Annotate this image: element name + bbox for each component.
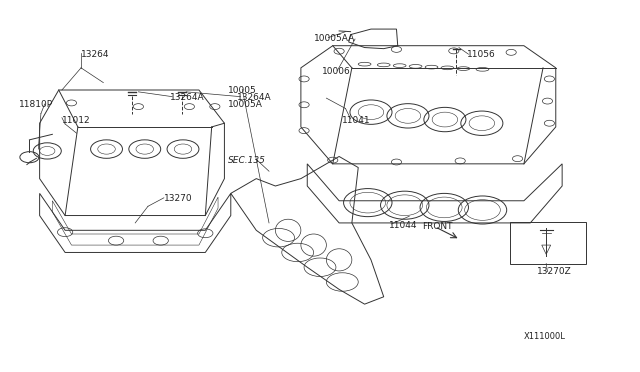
Text: 11044: 11044 bbox=[389, 221, 417, 230]
Text: 11012: 11012 bbox=[62, 116, 90, 125]
Text: FRONT: FRONT bbox=[422, 222, 452, 231]
Text: 11810P: 11810P bbox=[19, 100, 53, 109]
Text: 10005AA: 10005AA bbox=[314, 34, 355, 43]
Text: 11056: 11056 bbox=[467, 51, 495, 60]
Text: 10005A: 10005A bbox=[228, 100, 262, 109]
Text: 13264A: 13264A bbox=[237, 93, 272, 102]
Text: X111000L: X111000L bbox=[524, 332, 566, 341]
Text: 11041: 11041 bbox=[342, 116, 371, 125]
Text: 13270: 13270 bbox=[164, 195, 193, 203]
Text: 13264: 13264 bbox=[81, 51, 109, 60]
Text: 10006: 10006 bbox=[322, 67, 351, 76]
Text: 10005: 10005 bbox=[228, 86, 257, 94]
Text: 13264A: 13264A bbox=[170, 93, 205, 102]
Text: SEC.135: SEC.135 bbox=[228, 155, 266, 165]
Text: 13270Z: 13270Z bbox=[537, 267, 572, 276]
